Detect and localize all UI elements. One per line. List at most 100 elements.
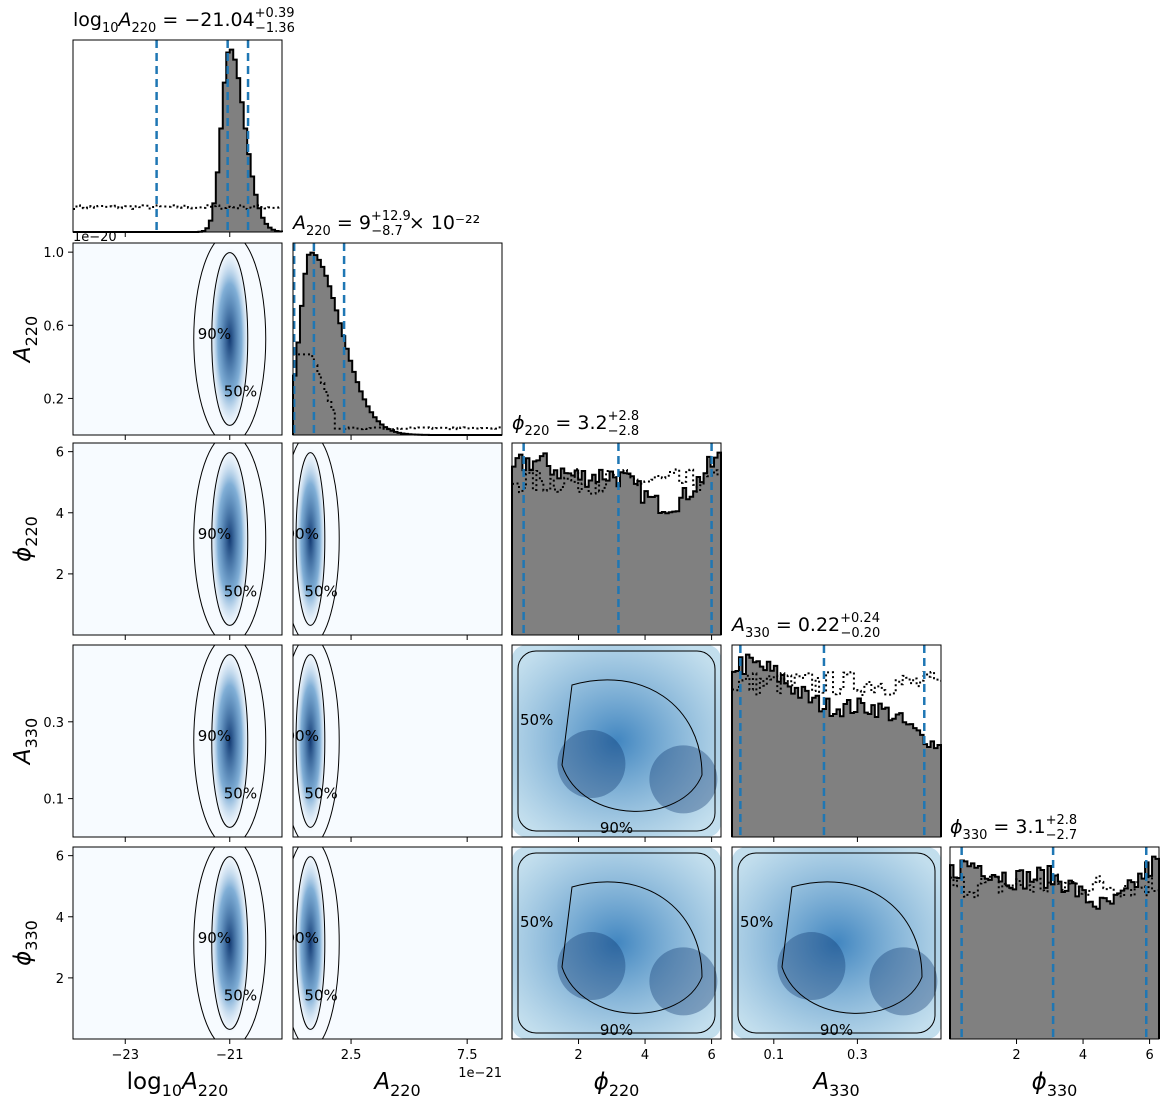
- density-blob: [294, 850, 327, 1036]
- density-blob: [209, 446, 250, 632]
- density-frame: [292, 442, 503, 636]
- contour-90: [517, 650, 716, 832]
- density-bg: [293, 847, 502, 1039]
- hist-frame: [292, 242, 503, 436]
- hist-panel-phi330: ϕ330 = 3.1+2.8 −2.7: [949, 813, 1160, 1040]
- x-tick-label-A330-1: 0.3: [847, 1048, 868, 1063]
- contour-90: [193, 243, 267, 435]
- density-bg: [73, 443, 282, 635]
- contour-90: [737, 852, 936, 1034]
- density-field: 90% 50%: [286, 645, 340, 837]
- y-tick-label-4-0: 2: [56, 972, 64, 987]
- density-field: 50% 90%: [732, 847, 941, 1039]
- density-panel-phi330-vs-log10_A220: 90% 50%: [72, 846, 283, 1040]
- x-axis-label-phi220: ϕ220: [594, 1069, 640, 1100]
- y-axis-label-A220: A220: [10, 316, 41, 364]
- contour-label-90: 90%: [286, 525, 319, 543]
- density-field: 50% 90%: [512, 847, 721, 1039]
- density-blob: [294, 446, 327, 632]
- density-frame: [511, 846, 722, 1040]
- contour-90: [193, 847, 267, 1039]
- y-tick-label-4-2: 6: [56, 850, 64, 865]
- density-panel-phi220-vs-log10_A220: 90% 50%: [72, 442, 283, 636]
- x-offset-text-A220: 1e−21: [458, 1066, 502, 1081]
- prior-hist-line: [293, 353, 502, 431]
- contour-50: [561, 881, 703, 1014]
- contour-label-90: 90%: [198, 525, 231, 543]
- x-tick-label-phi220-1: 4: [641, 1048, 649, 1063]
- y-tick-label-2-1: 4: [56, 507, 64, 522]
- y-tick-label-2-2: 6: [56, 446, 64, 461]
- contour-label-90: 90%: [198, 325, 231, 343]
- density-frame: [72, 242, 283, 436]
- density-panel-phi330-vs-phi220: 50% 90%: [511, 846, 722, 1040]
- contour-label-90: 90%: [198, 929, 231, 947]
- hist-frame: [72, 39, 283, 233]
- contour-label-90: 90%: [286, 929, 319, 947]
- x-tick-label-log10_A220-0: −23: [112, 1048, 139, 1063]
- density-panel-phi220-vs-A220: 90% 50%: [286, 442, 503, 636]
- density-mode-1: [649, 947, 718, 1016]
- density-field: 90% 50%: [286, 847, 340, 1039]
- density-panel-phi330-vs-A220: 90% 50%: [286, 846, 503, 1040]
- contour-50: [211, 252, 249, 426]
- contour-50: [211, 654, 249, 828]
- y-tick-label-3-1: 0.3: [43, 716, 64, 731]
- contour-label-90: 90%: [820, 1021, 853, 1039]
- contour-50: [295, 452, 326, 626]
- contour-90: [517, 852, 716, 1034]
- contour-label-90: 90%: [286, 727, 319, 745]
- contour-label-50: 50%: [224, 785, 257, 803]
- contour-50: [561, 679, 703, 812]
- contour-label-90: 90%: [198, 727, 231, 745]
- x-tick-label-A220-0: 2.5: [341, 1048, 362, 1063]
- hist-frame: [949, 846, 1160, 1040]
- y-axis-label-phi330: ϕ330: [10, 920, 41, 966]
- density-bg: [293, 645, 502, 837]
- contour-label-90: 90%: [600, 819, 633, 837]
- contour-90: [293, 645, 340, 837]
- y-tick-label-1-0: 0.2: [43, 392, 64, 407]
- x-tick-label-phi330-1: 4: [1079, 1048, 1087, 1063]
- x-tick-label-phi220-2: 6: [707, 1048, 715, 1063]
- prior-hist-line: [73, 204, 282, 211]
- density-bg: [73, 847, 282, 1039]
- posterior-hist-line: [949, 855, 1160, 1039]
- x-tick-label-log10_A220-1: −21: [216, 1048, 243, 1063]
- density-field: 90% 50%: [193, 243, 267, 435]
- density-field: 90% 50%: [193, 443, 267, 635]
- density-blob: [209, 648, 250, 834]
- y-axis-label-A330: A330: [10, 718, 41, 766]
- contour-90: [193, 645, 267, 837]
- hist-panel-A220: A220 = 9+12.9 −8.7 × 10⁻²²: [291, 209, 503, 436]
- contour-label-50: 50%: [520, 711, 553, 729]
- density-frame: [292, 644, 503, 838]
- density-blob: [512, 847, 721, 1039]
- y-tick-label-1-1: 0.6: [43, 319, 64, 334]
- density-blob: [209, 246, 250, 432]
- density-frame: [511, 644, 722, 838]
- density-blob: [512, 645, 721, 837]
- prior-hist-line: [732, 670, 941, 696]
- y-axis-label-phi220: ϕ220: [10, 516, 41, 562]
- contour-label-90: 90%: [600, 1021, 633, 1039]
- panel-title-phi220: ϕ220 = 3.2+2.8 −2.8: [512, 409, 639, 439]
- contour-90: [293, 443, 340, 635]
- density-panel-A330-vs-A220: 90% 50%: [286, 644, 503, 838]
- density-frame: [731, 846, 942, 1040]
- x-axis-label-phi330: ϕ330: [1032, 1069, 1078, 1100]
- hist-panel-log10_A220: log10A220 = −21.04+0.39 −1.36: [72, 6, 295, 233]
- y-tick-label-3-0: 0.1: [43, 793, 64, 808]
- contour-50: [211, 452, 249, 626]
- contour-label-50: 50%: [304, 583, 337, 601]
- density-field: 90% 50%: [286, 443, 340, 635]
- y-tick-label-1-2: 1.0: [43, 246, 64, 261]
- panel-title-A330: A330 = 0.22+0.24 −0.20: [730, 611, 880, 641]
- contour-90: [193, 443, 267, 635]
- density-field: 90% 50%: [193, 847, 267, 1039]
- density-mode-0: [777, 932, 846, 1001]
- x-tick-label-phi330-0: 2: [1012, 1048, 1020, 1063]
- density-bg: [293, 443, 502, 635]
- density-field: 90% 50%: [193, 645, 267, 837]
